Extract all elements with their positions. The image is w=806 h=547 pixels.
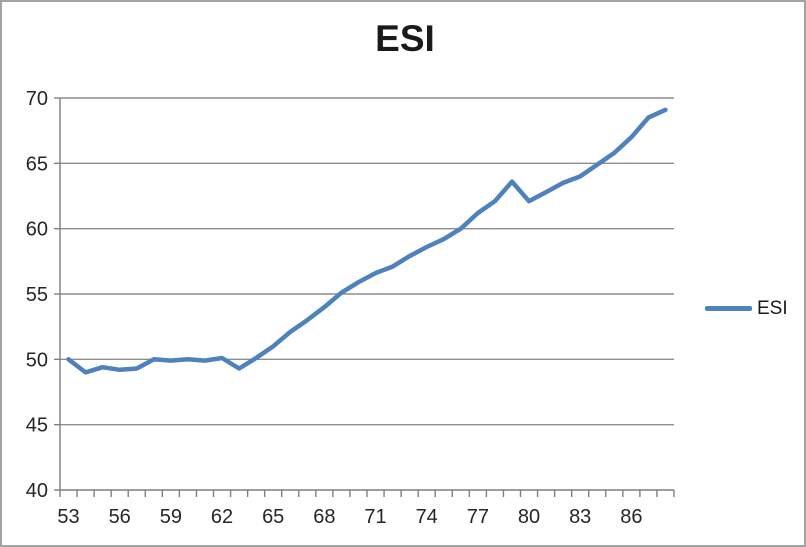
x-tick-label: 86 <box>620 506 642 528</box>
x-tick-label: 77 <box>467 506 489 528</box>
x-tick-label: 80 <box>518 506 540 528</box>
y-tick-label: 45 <box>26 415 48 437</box>
legend-line-swatch <box>705 306 752 311</box>
x-tick-label: 68 <box>313 506 335 528</box>
esi-series-line <box>66 107 668 375</box>
y-tick-label: 40 <box>26 480 48 502</box>
x-tick-label: 59 <box>160 506 182 528</box>
x-tick-label: 62 <box>211 506 233 528</box>
x-tick-label: 83 <box>569 506 591 528</box>
x-tick-label: 56 <box>109 506 131 528</box>
y-tick-label: 70 <box>26 88 48 110</box>
y-tick-label: 60 <box>26 219 48 241</box>
x-tick-label: 74 <box>416 506 438 528</box>
x-tick-label: 65 <box>262 506 284 528</box>
legend-series-label: ESI <box>757 298 788 319</box>
y-tick-label: 50 <box>26 349 48 371</box>
y-tick-label: 55 <box>26 284 48 306</box>
x-tick-label: 71 <box>364 506 386 528</box>
chart-title: ESI <box>375 18 435 59</box>
y-tick-label: 65 <box>26 153 48 175</box>
legend: ESI <box>705 299 788 318</box>
x-tick-label: 53 <box>57 506 79 528</box>
